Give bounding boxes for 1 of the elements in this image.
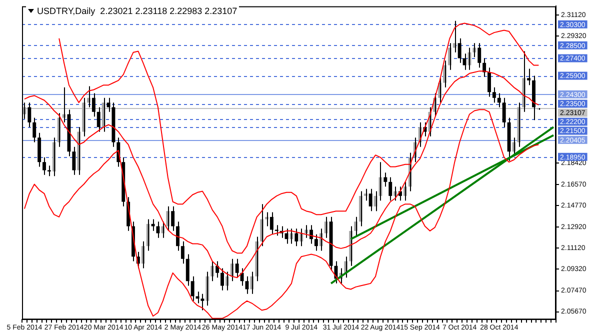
chart-title: USDTRY,Daily 2.23021 2.23118 2.22983 2.23107 <box>37 6 238 16</box>
